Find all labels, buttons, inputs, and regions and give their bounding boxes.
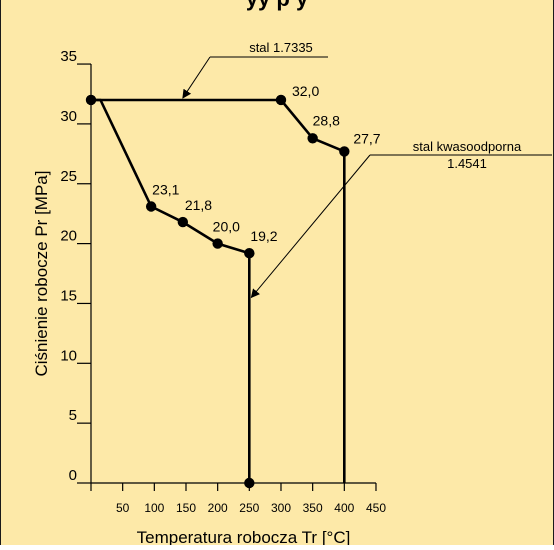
x-tick-label: 300: [271, 501, 291, 515]
x-tick-label: 400: [334, 501, 354, 515]
data-point: [244, 477, 255, 489]
marker-layer: [85, 94, 350, 489]
data-label: 23,1: [152, 181, 179, 197]
data-point: [145, 201, 157, 212]
y-tick-label: 5: [69, 407, 77, 424]
data-label: 21,8: [185, 197, 212, 213]
x-tick-label: 200: [208, 501, 228, 515]
data-point: [244, 247, 255, 259]
axes-layer: 0 5 10 15 20 25 30 35 50 100 150 200 250 300 350 400 450: [60, 48, 386, 515]
x-tick-label: 100: [144, 501, 164, 515]
y-axis-label: Ciśnienie robocze Pr [MPa]: [32, 171, 51, 377]
annotation-label: 1.4541: [447, 156, 487, 171]
label-layer: 32,0 28,8 27,7 23,1 21,820,0 19,2: [152, 83, 381, 244]
y-tick-label: 0: [69, 467, 77, 484]
annotation-leader: [182, 56, 211, 99]
data-label: 27,7: [353, 130, 380, 146]
data-label: 19,2: [250, 228, 277, 244]
y-tick-label: 35: [60, 48, 77, 65]
annotation-label: stal kwasoodporna: [413, 139, 522, 154]
x-tick-label: 250: [239, 501, 259, 515]
data-point: [307, 133, 318, 144]
y-tick-label: 10: [60, 347, 77, 364]
x-tick-label: 50: [116, 501, 130, 515]
data-point: [275, 94, 287, 106]
y-tick-label: 15: [60, 287, 77, 304]
data-label: 28,8: [313, 112, 340, 128]
y-tick-label: 30: [60, 108, 77, 125]
x-axis-label: Temperatura robocza Tr [°C]: [137, 528, 351, 545]
x-tick-label: 150: [176, 501, 196, 515]
data-label: 32,0: [292, 83, 319, 99]
data-point: [212, 238, 223, 249]
data-point: [339, 146, 350, 157]
cut-off-title: yy p y: [246, 0, 309, 11]
y-tick-label: 25: [60, 168, 77, 185]
annotation-label: stal 1.7335: [249, 40, 313, 55]
x-tick-label: 350: [303, 501, 323, 515]
annotation-leader: [250, 154, 371, 299]
y-tick-label: 20: [60, 228, 77, 245]
data-point: [85, 94, 97, 106]
x-tick-label: 450: [366, 501, 386, 515]
annotation-layer: stal 1.7335 stal kwasoodporna 1.4541: [182, 40, 552, 299]
data-label: 20,0: [213, 219, 240, 235]
data-point: [177, 216, 189, 228]
